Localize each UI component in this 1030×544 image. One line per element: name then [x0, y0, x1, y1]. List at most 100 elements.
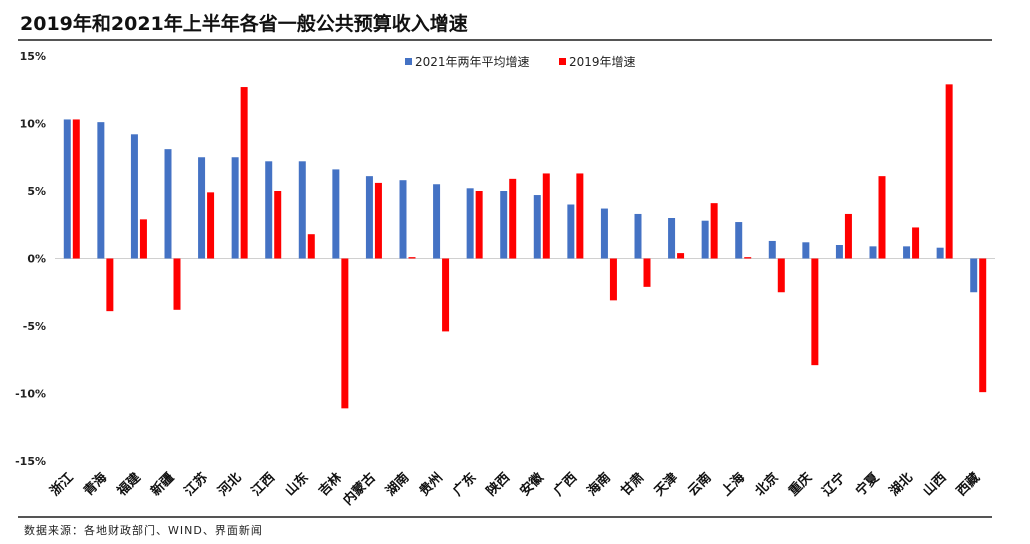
- bar-2019: [744, 257, 752, 259]
- x-tick-label: 宁夏: [853, 469, 883, 499]
- footer-rule: [18, 516, 992, 518]
- bar-2021: [231, 157, 239, 259]
- y-tick-label: 0%: [27, 253, 46, 266]
- bar-2021: [835, 245, 843, 259]
- bar-2019: [374, 182, 382, 259]
- bar-2019: [777, 258, 785, 293]
- bar-2019: [106, 258, 114, 312]
- bar-2019: [979, 258, 987, 393]
- bar-2019: [844, 213, 852, 259]
- bar-2019: [811, 258, 819, 366]
- x-tick-label: 云南: [685, 470, 715, 500]
- x-tick-label: 辽宁: [819, 470, 849, 500]
- y-tick-label: -10%: [15, 388, 46, 401]
- bar-2021: [735, 222, 743, 259]
- x-tick-label: 甘肃: [618, 470, 648, 500]
- bar-2021: [433, 184, 441, 259]
- bar-2019: [643, 258, 651, 287]
- x-tick-label: 海南: [584, 470, 614, 500]
- bar-2019: [207, 192, 215, 259]
- x-tick-label: 广西: [550, 470, 580, 500]
- bar-2021: [600, 208, 608, 259]
- bar-2021: [970, 258, 978, 293]
- bar-2019: [945, 84, 953, 259]
- axis-layer: 15% 10% 5% 0% -5% -10% -15%: [15, 50, 995, 468]
- bar-2019: [912, 227, 920, 259]
- x-tick-label: 山西: [920, 470, 950, 500]
- bar-2021: [164, 149, 172, 259]
- bar-2021: [634, 213, 642, 259]
- x-tick-label: 江苏: [181, 470, 211, 500]
- bar-2019: [173, 258, 181, 310]
- bar-2019: [509, 178, 517, 259]
- bar-2019: [240, 87, 248, 259]
- x-tick-label: 西藏: [953, 470, 983, 500]
- chart-title: 2019年和2021年上半年各省一般公共预算收入增速: [20, 13, 468, 35]
- legend-swatch-2019: [559, 58, 566, 65]
- title-rule: [18, 39, 992, 41]
- x-tick-label: 新疆: [148, 470, 178, 500]
- x-tick-label: 河北: [215, 470, 245, 500]
- x-tick-label: 浙江: [47, 470, 77, 500]
- legend: 2021年两年平均增速 2019年增速: [405, 55, 636, 69]
- legend-label-2019: 2019年增速: [569, 55, 636, 69]
- legend-swatch-2021: [405, 58, 412, 65]
- bar-2019: [341, 258, 349, 409]
- bar-2019: [139, 219, 147, 259]
- bar-2019: [274, 191, 282, 259]
- bar-2021: [567, 204, 575, 259]
- bar-2021: [332, 169, 340, 259]
- bar-2021: [466, 188, 474, 259]
- bar-2021: [936, 247, 944, 259]
- y-tick-label: -5%: [23, 320, 46, 333]
- y-tick-label: 5%: [27, 185, 46, 198]
- bar-2019: [475, 191, 483, 259]
- y-tick-label: 10%: [20, 118, 46, 131]
- bar-2021: [533, 195, 541, 259]
- x-tick-label: 青海: [80, 470, 110, 500]
- bar-2019: [307, 234, 315, 259]
- bar-2021: [668, 218, 676, 259]
- bar-2021: [399, 180, 407, 259]
- x-tick-label: 北京: [752, 470, 782, 500]
- x-tick-label: 上海: [718, 470, 748, 500]
- x-tick-label: 陕西: [483, 470, 513, 500]
- x-tick-label: 广东: [450, 470, 480, 500]
- y-tick-label: 15%: [20, 50, 46, 63]
- bars-layer: 浙江 青海 福建 新疆 江苏 河北 江西 山东 吉林内蒙古 湖南 贵州 广东 陕西 安徽 广西 海南 甘肃 天津云…: [47, 84, 987, 509]
- legend-label-2021: 2021年两年平均增速: [415, 55, 530, 69]
- bar-2019: [442, 258, 450, 332]
- x-tick-label: 山东: [282, 470, 312, 500]
- x-tick-label: 重庆: [785, 470, 815, 500]
- x-tick-label: 江西: [248, 470, 278, 500]
- bar-2019: [72, 119, 80, 259]
- bar-2021: [298, 161, 306, 259]
- x-tick-label: 吉林: [315, 470, 345, 500]
- bar-2021: [869, 246, 877, 259]
- x-tick-label: 天津: [651, 470, 681, 500]
- source-note: 数据来源：各地财政部门、WIND、界面新闻: [24, 524, 263, 537]
- x-tick-label: 内蒙古: [340, 470, 379, 509]
- bar-2019: [710, 203, 718, 259]
- bar-2021: [130, 134, 138, 259]
- bar-2019: [677, 253, 685, 259]
- bar-2019: [609, 258, 617, 301]
- bar-2019: [576, 173, 584, 259]
- bar-2021: [500, 191, 508, 259]
- bar-2021: [903, 246, 911, 259]
- bar-2021: [63, 119, 71, 259]
- bar-2021: [701, 220, 709, 259]
- bar-2021: [768, 240, 776, 259]
- bar-2019: [542, 173, 550, 259]
- bar-2021: [198, 157, 206, 259]
- bar-2021: [97, 122, 105, 259]
- x-tick-label: 福建: [113, 470, 143, 500]
- y-tick-label: -15%: [15, 455, 46, 468]
- x-tick-label: 贵州: [416, 470, 446, 500]
- bar-2021: [802, 242, 810, 259]
- bar-2019: [878, 176, 886, 259]
- bar-2019: [408, 257, 416, 259]
- x-tick-label: 湖北: [887, 470, 916, 499]
- x-tick-label: 湖南: [383, 470, 413, 500]
